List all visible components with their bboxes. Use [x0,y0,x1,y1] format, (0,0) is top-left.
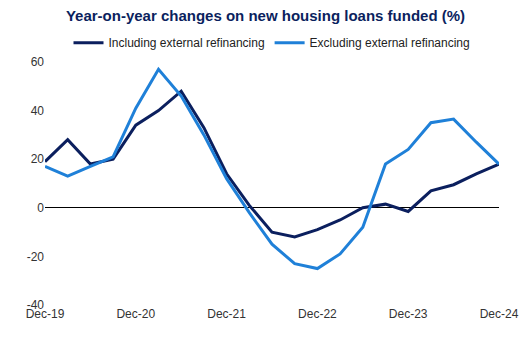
svg-text:Excluding external refinancing: Excluding external refinancing [310,36,470,50]
svg-text:Year-on-year changes on new ho: Year-on-year changes on new housing loan… [66,7,465,24]
svg-text:-20: -20 [27,250,45,264]
svg-text:0: 0 [37,201,44,215]
svg-text:60: 60 [31,55,45,69]
svg-text:Dec-20: Dec-20 [116,307,155,321]
svg-text:Dec-22: Dec-22 [298,307,337,321]
svg-text:Dec-19: Dec-19 [26,307,65,321]
svg-text:-40: -40 [27,298,45,312]
svg-text:Including external refinancing: Including external refinancing [109,36,265,50]
svg-text:Dec-24: Dec-24 [480,307,519,321]
svg-text:20: 20 [31,152,45,166]
svg-text:40: 40 [31,104,45,118]
svg-text:Dec-23: Dec-23 [389,307,428,321]
svg-text:Dec-21: Dec-21 [207,307,246,321]
